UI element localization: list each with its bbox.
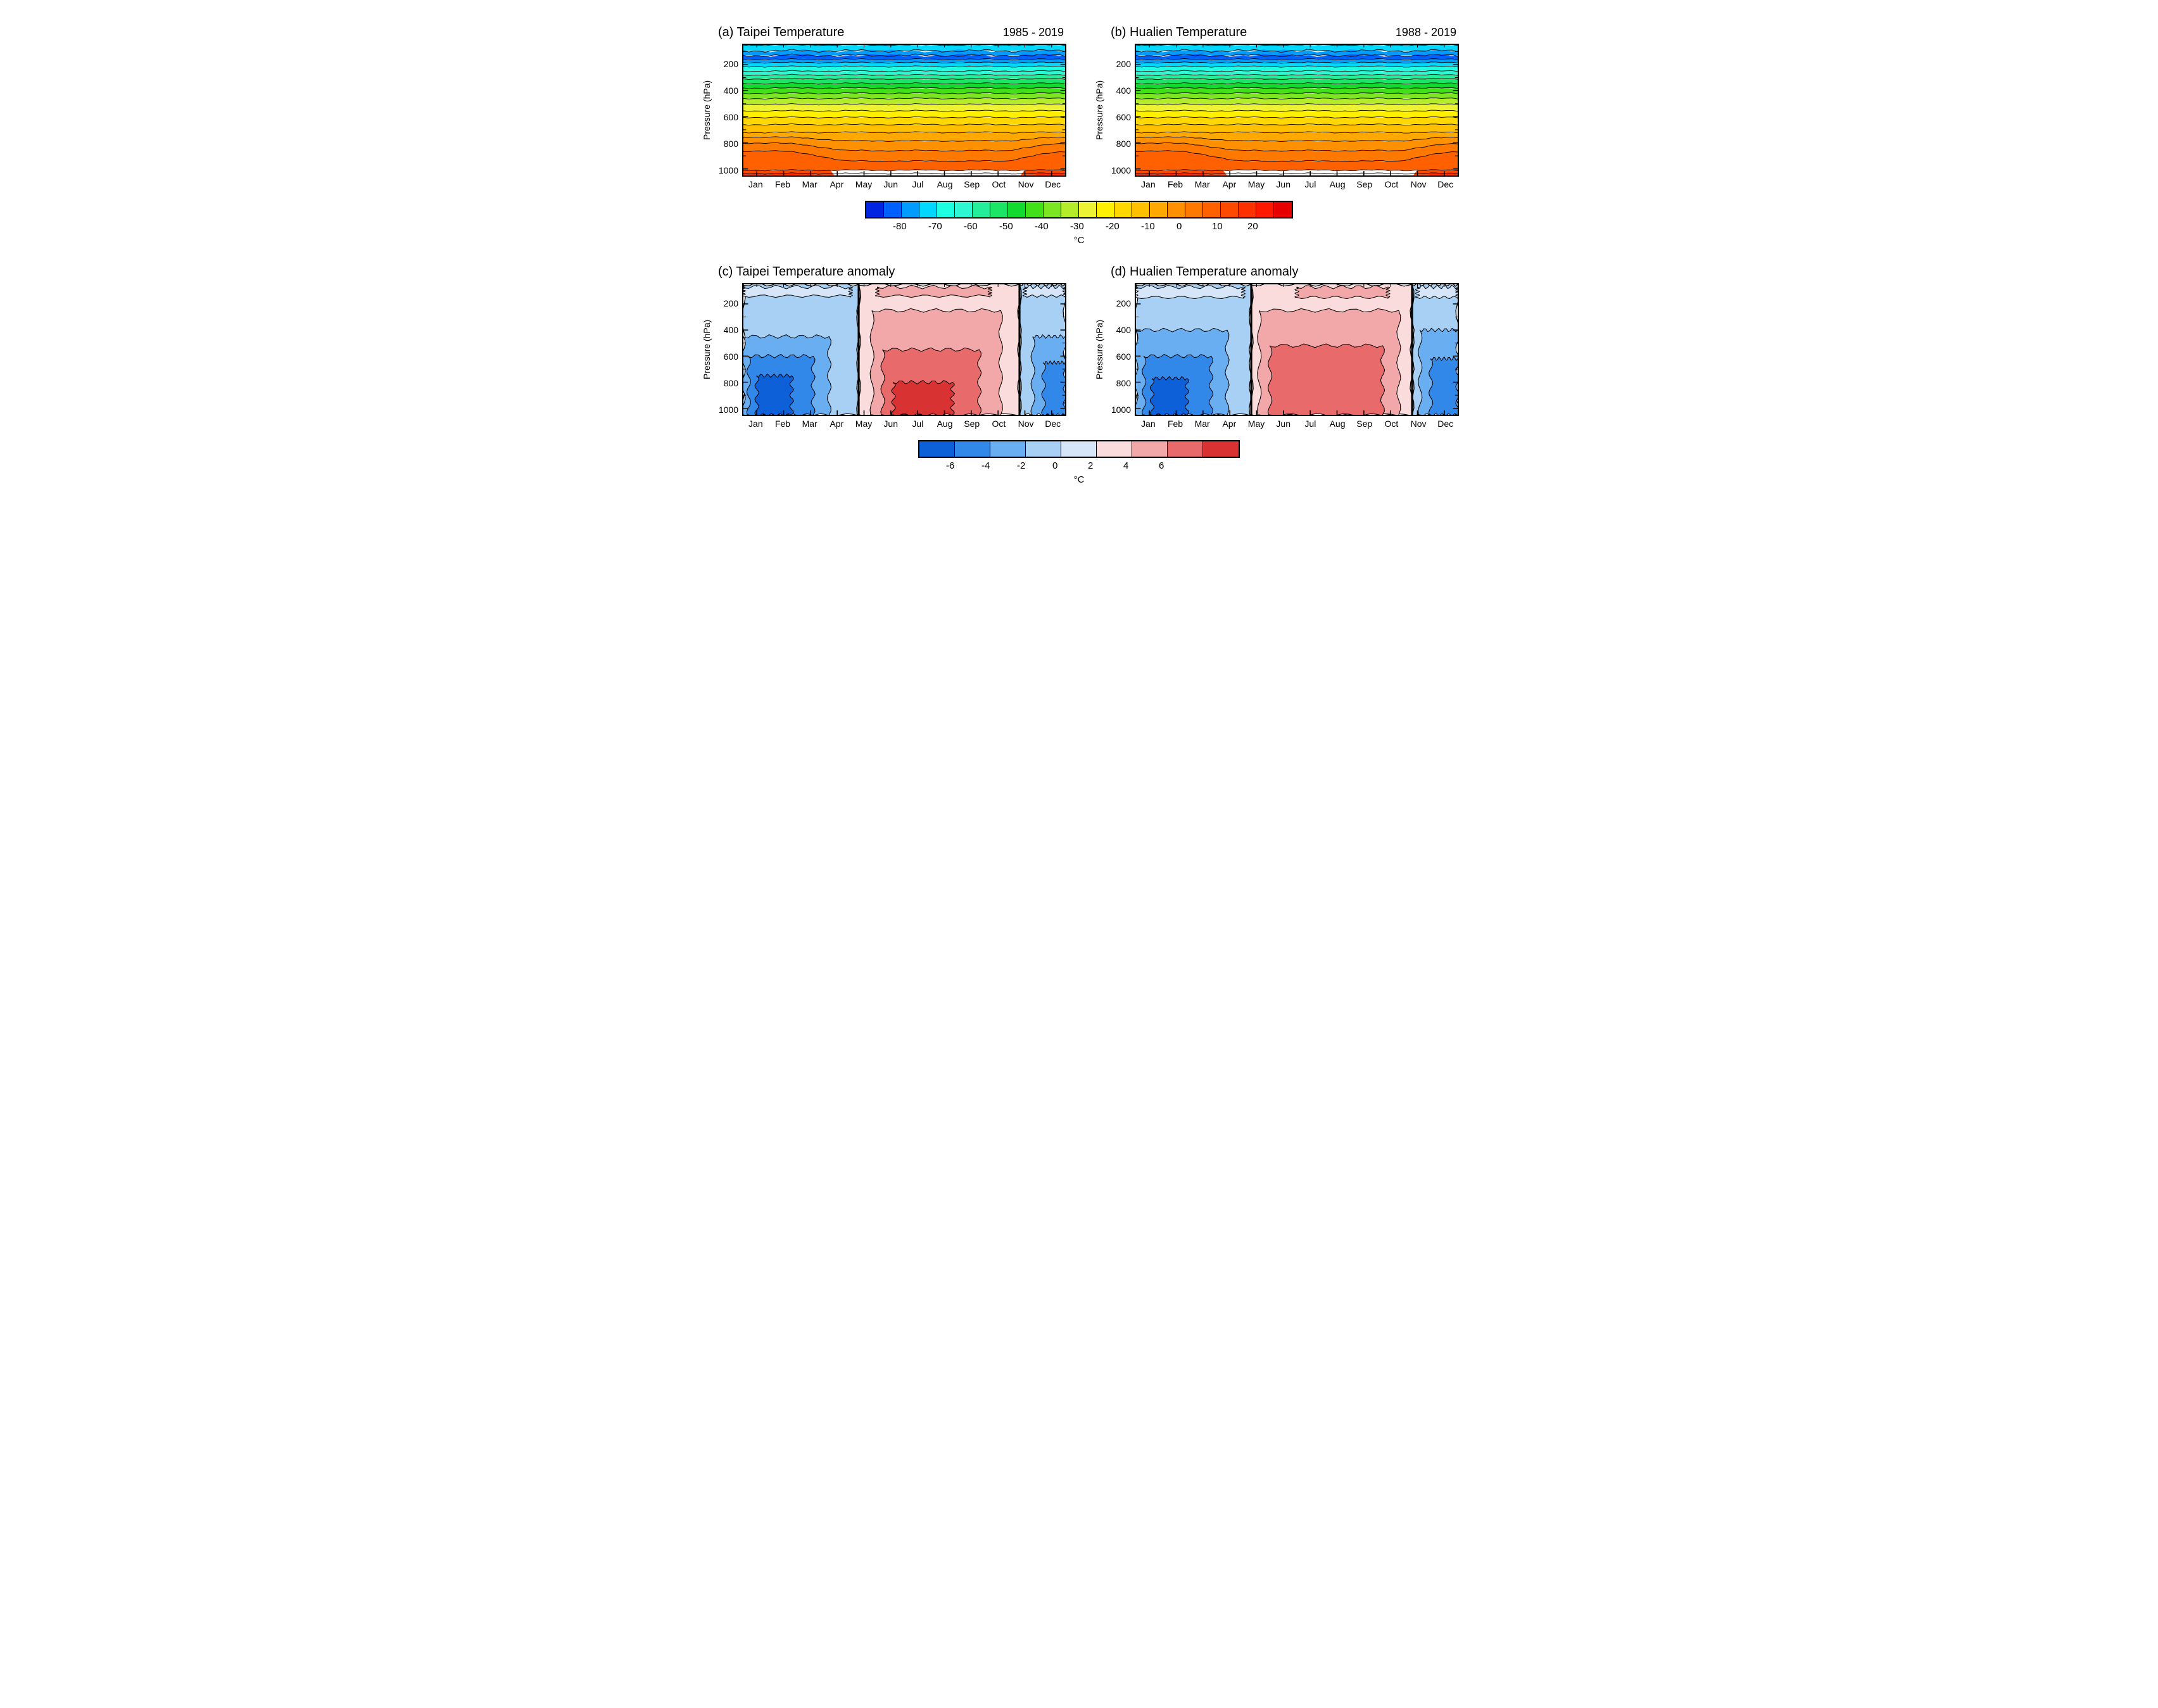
row-bottom: (c) Taipei Temperature anomaly Pressure … bbox=[699, 265, 1459, 429]
panel-b-title-left: (b) Hualien Temperature bbox=[1092, 25, 1247, 40]
panel-d-ylabel: Pressure (hPa) bbox=[1092, 283, 1107, 416]
panel-d-title: (d) Hualien Temperature anomaly bbox=[1092, 265, 1459, 279]
colorbar-bottom-ticks: -6-4-20246 bbox=[919, 460, 1239, 473]
panel-b-plot bbox=[1135, 44, 1459, 177]
panel-b-ylabel: Pressure (hPa) bbox=[1092, 44, 1107, 177]
row-top: (a) Taipei Temperature 1985 - 2019 Press… bbox=[699, 25, 1459, 189]
panel-a-yticks: 2004006008001000 bbox=[714, 44, 742, 177]
panel-c-title: (c) Taipei Temperature anomaly bbox=[699, 265, 1066, 279]
panel-a-ylabel: Pressure (hPa) bbox=[699, 44, 714, 177]
panel-b: (b) Hualien Temperature 1988 - 2019 Pres… bbox=[1092, 25, 1459, 189]
panel-b-title-right: 1988 - 2019 bbox=[1396, 26, 1459, 39]
colorbar-bottom: -6-4-20246 °C bbox=[699, 440, 1459, 485]
colorbar-top: -80-70-60-50-40-30-20-1001020 °C bbox=[699, 201, 1459, 246]
panel-b-xticks: JanFebMarAprMayJunJulAugSepOctNovDec bbox=[1135, 179, 1459, 189]
panel-a-plot bbox=[742, 44, 1066, 177]
figure-root: (a) Taipei Temperature 1985 - 2019 Press… bbox=[699, 25, 1459, 485]
panel-c: (c) Taipei Temperature anomaly Pressure … bbox=[699, 265, 1066, 429]
panel-d-yticks: 2004006008001000 bbox=[1107, 283, 1135, 416]
panel-c-plot bbox=[742, 283, 1066, 416]
panel-c-yticks: 2004006008001000 bbox=[714, 283, 742, 416]
panel-c-xticks: JanFebMarAprMayJunJulAugSepOctNovDec bbox=[742, 419, 1066, 429]
panel-b-title: (b) Hualien Temperature 1988 - 2019 bbox=[1092, 25, 1459, 40]
colorbar-top-unit: °C bbox=[1074, 235, 1085, 246]
colorbar-top-bar bbox=[865, 201, 1293, 218]
colorbar-bottom-unit: °C bbox=[1074, 474, 1085, 485]
panel-d-xticks: JanFebMarAprMayJunJulAugSepOctNovDec bbox=[1135, 419, 1459, 429]
colorbar-bottom-bar bbox=[918, 440, 1240, 458]
panel-a: (a) Taipei Temperature 1985 - 2019 Press… bbox=[699, 25, 1066, 189]
panel-d-plot bbox=[1135, 283, 1459, 416]
panel-a-title-left: (a) Taipei Temperature bbox=[699, 25, 844, 40]
panel-a-title: (a) Taipei Temperature 1985 - 2019 bbox=[699, 25, 1066, 40]
panel-b-yticks: 2004006008001000 bbox=[1107, 44, 1135, 177]
panel-c-ylabel: Pressure (hPa) bbox=[699, 283, 714, 416]
panel-d: (d) Hualien Temperature anomaly Pressure… bbox=[1092, 265, 1459, 429]
panel-a-title-right: 1985 - 2019 bbox=[1003, 26, 1066, 39]
panel-d-title-left: (d) Hualien Temperature anomaly bbox=[1092, 265, 1298, 279]
panel-a-xticks: JanFebMarAprMayJunJulAugSepOctNovDec bbox=[742, 179, 1066, 189]
colorbar-top-ticks: -80-70-60-50-40-30-20-1001020 bbox=[866, 221, 1292, 234]
panel-c-title-left: (c) Taipei Temperature anomaly bbox=[699, 265, 895, 279]
